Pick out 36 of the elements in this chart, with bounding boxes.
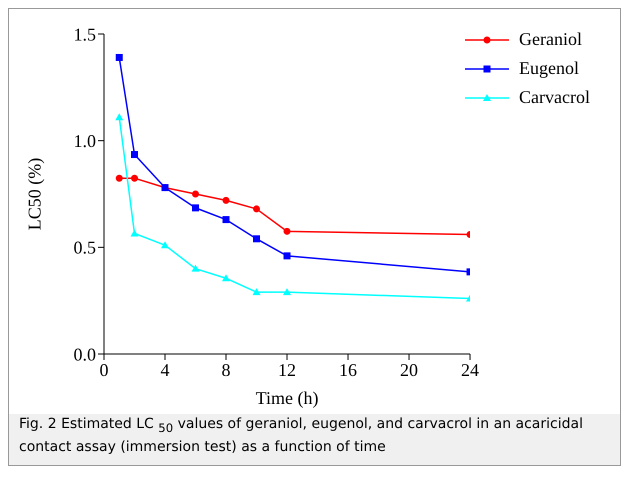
point: [131, 174, 138, 182]
y-axis-title: LC50 (%): [24, 158, 44, 230]
y-tick-label: 0.0: [74, 344, 96, 364]
x-tick-label: 0: [100, 360, 108, 380]
point: [192, 204, 200, 212]
legend-label: Eugenol: [519, 58, 580, 79]
y-tick-label: 1.5: [74, 24, 96, 44]
legend-label: Geraniol: [519, 29, 582, 50]
point: [253, 205, 260, 212]
point: [253, 235, 260, 242]
point: [284, 252, 291, 260]
point: [283, 288, 292, 296]
x-tick-label: 20: [400, 360, 418, 380]
point: [115, 113, 124, 120]
point: [252, 288, 261, 296]
point: [161, 241, 170, 248]
x-tick-label: 4: [160, 360, 170, 380]
caption: Fig. 2 Estimated LC $_{50}$ values of geraniol, eugenol, and carvacrol in an acaricidal contact assay (immersion test) as a function of time: [19, 415, 584, 457]
point: [130, 229, 139, 236]
point: [192, 264, 200, 272]
x-tick-label: 8: [222, 360, 231, 380]
x-tick-label: 16: [339, 360, 358, 380]
point: [131, 151, 138, 158]
point: [222, 196, 230, 204]
legend-label: Carvacrol: [519, 87, 590, 108]
point: [116, 54, 123, 61]
x-tick-label: 24: [461, 360, 480, 380]
point: [192, 190, 200, 198]
x-tick-label: 12: [278, 360, 296, 380]
y-tick-label: 1.0: [74, 131, 96, 152]
point: [222, 274, 230, 282]
point: [284, 228, 291, 235]
y-tick-label: 0.5: [74, 238, 96, 258]
point: [222, 216, 230, 224]
point: [116, 174, 123, 182]
x-axis-title: Time (h): [256, 388, 318, 408]
